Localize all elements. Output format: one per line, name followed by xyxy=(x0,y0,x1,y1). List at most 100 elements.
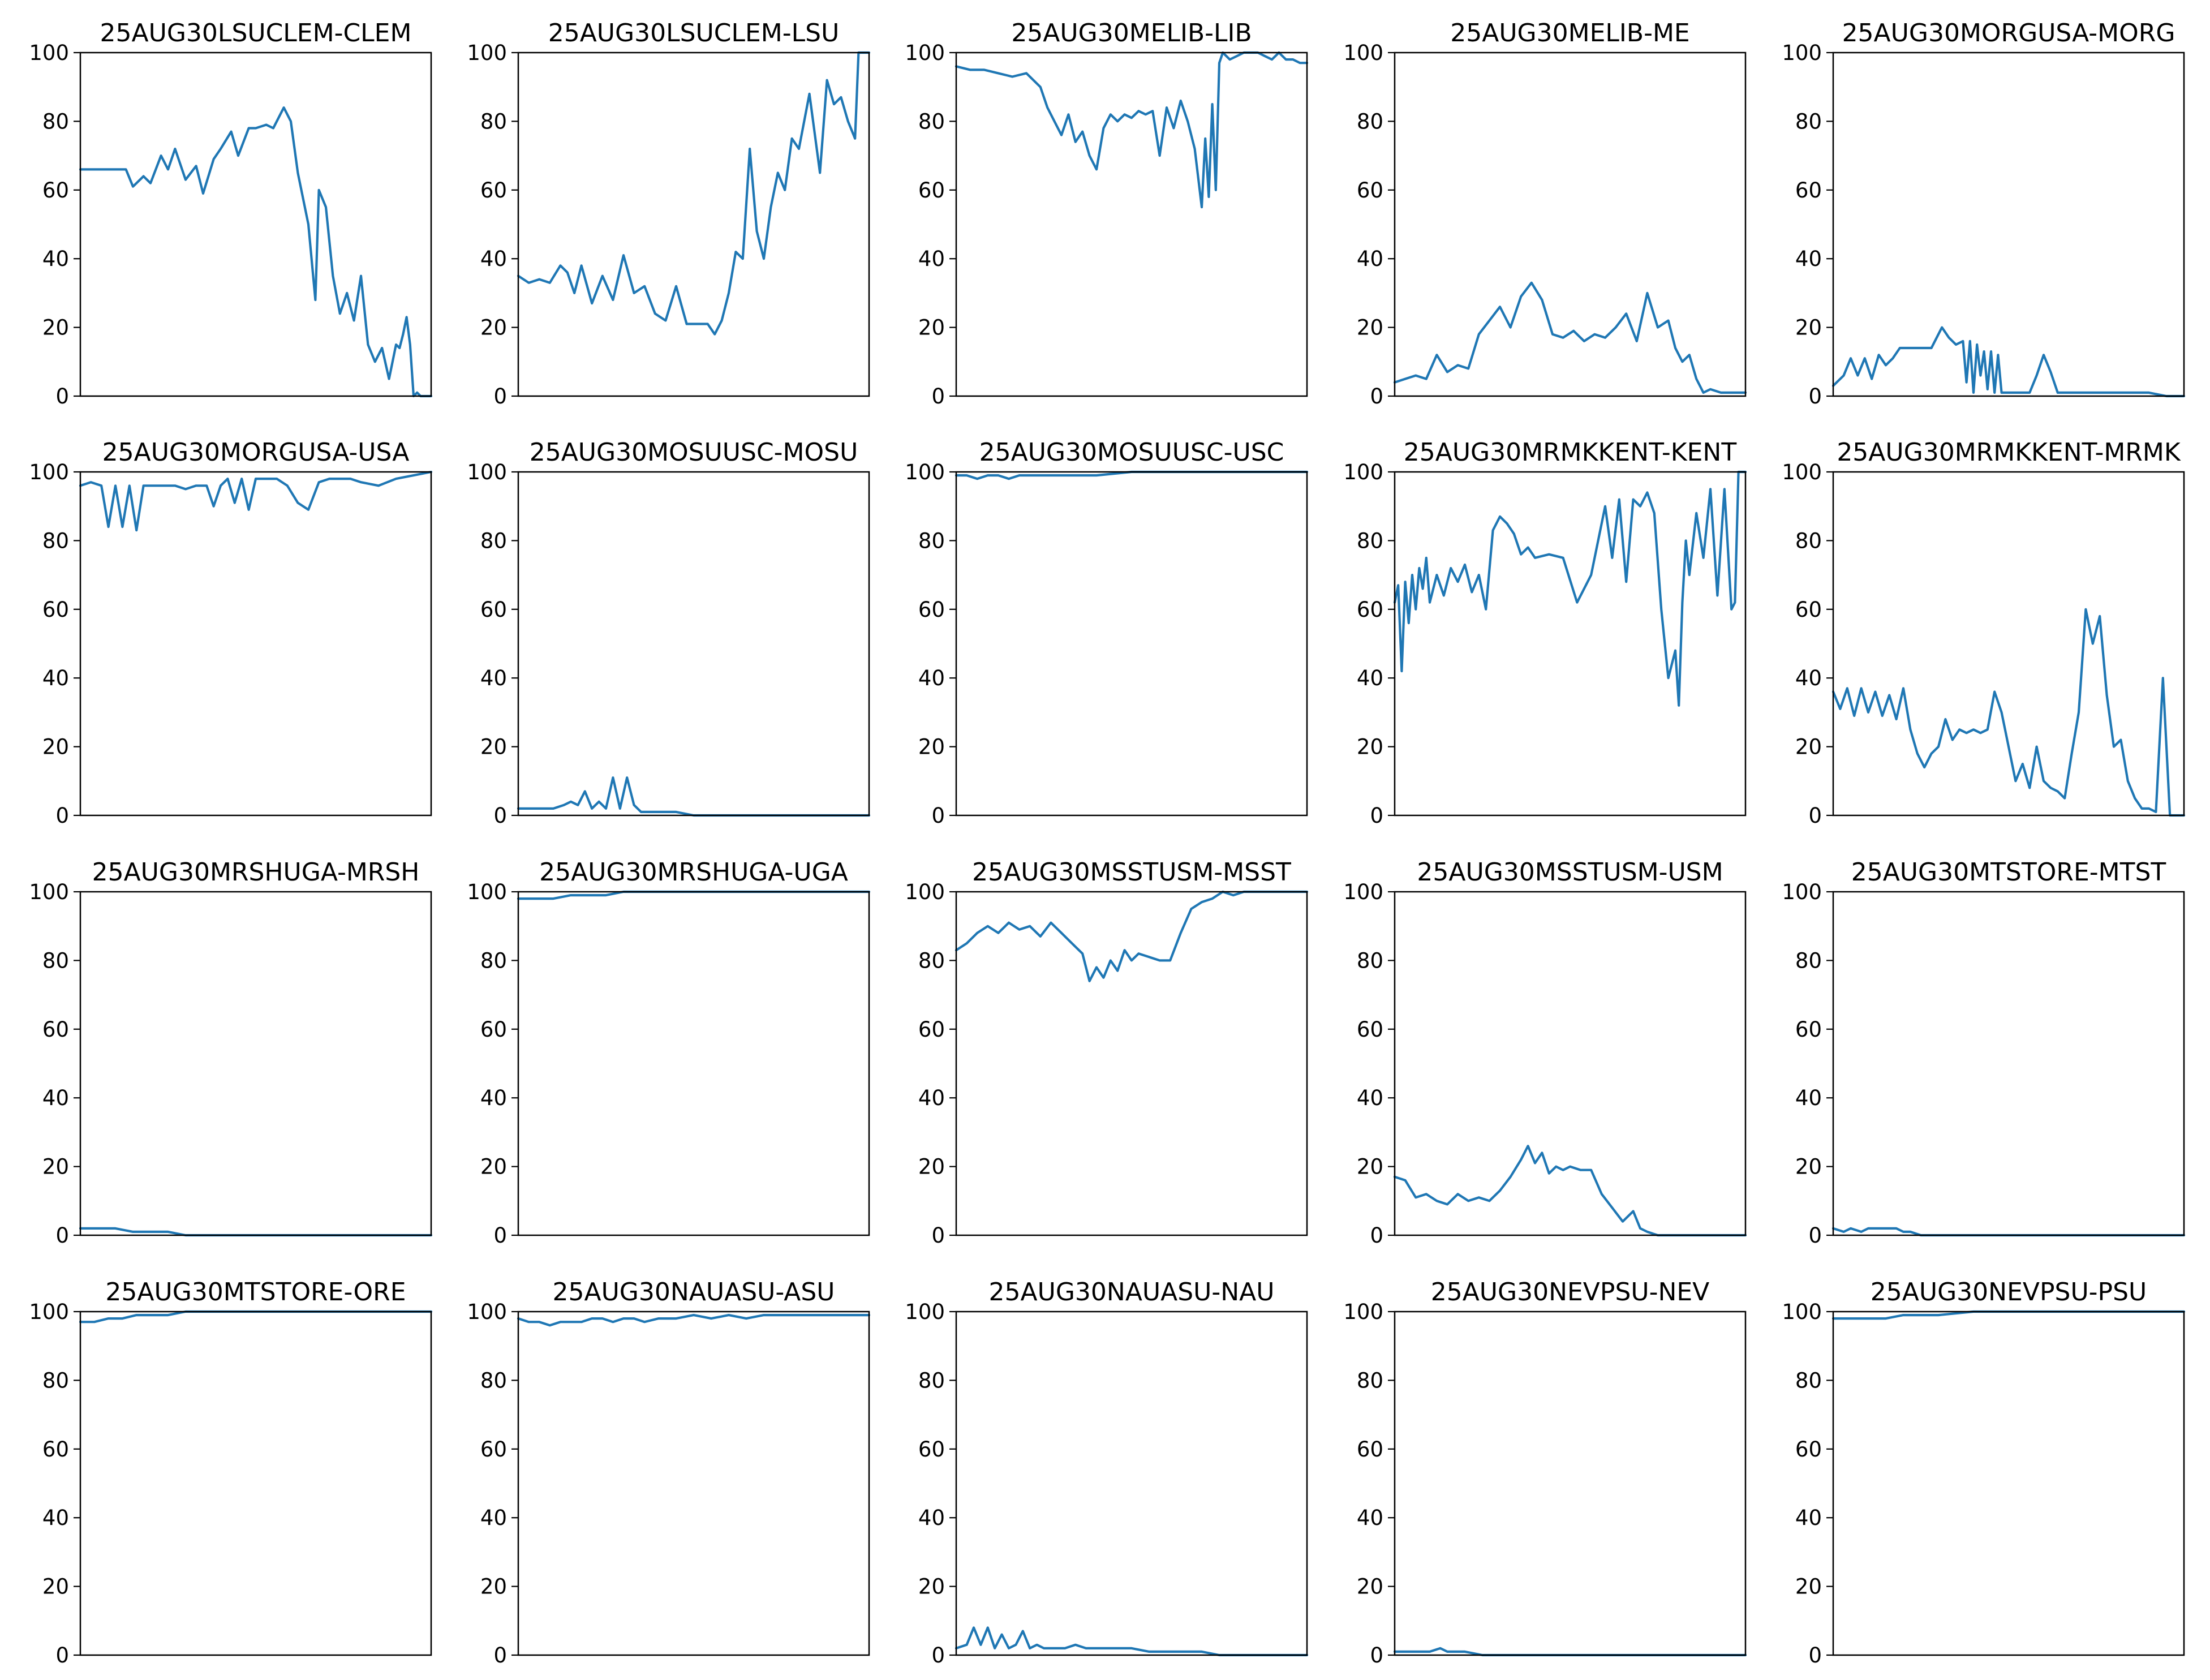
y-tick-label: 40 xyxy=(918,1086,945,1110)
axes-frame xyxy=(1394,51,1747,397)
y-tick-label: 40 xyxy=(42,1086,69,1110)
chart-panel: 25AUG30MSSTUSM-MSST 0 20 40 60 80 100 xyxy=(905,858,1309,1248)
y-tick-label: 0 xyxy=(55,1223,69,1248)
series-line xyxy=(1393,1647,1747,1657)
y-tick-label: 0 xyxy=(55,804,69,828)
y-tick-label: 0 xyxy=(1808,804,1822,828)
chart-title: 25AUG30MOSUUSC-MOSU xyxy=(530,438,858,467)
y-tick-label: 20 xyxy=(1795,735,1822,759)
y-tick-label: 100 xyxy=(1343,41,1383,65)
y-tick-label: 20 xyxy=(1357,1155,1383,1179)
y-tick-label: 60 xyxy=(42,1437,69,1462)
y-tick-label: 100 xyxy=(1343,880,1383,904)
y-tick-label: 20 xyxy=(918,735,945,759)
series-line xyxy=(1393,470,1747,707)
y-tick-label: 20 xyxy=(1357,316,1383,340)
y-tick-label: 20 xyxy=(918,1575,945,1599)
chart-panel: 25AUG30MRSHUGA-UGA 0 20 40 60 80 100 xyxy=(467,858,871,1248)
y-tick-label: 0 xyxy=(55,1643,69,1668)
chart-panel: 25AUG30LSUCLEM-CLEM 0 20 40 60 80 100 xyxy=(29,19,433,409)
axes-frame xyxy=(1832,1311,2185,1656)
axes-frame xyxy=(79,471,432,817)
chart-title: 25AUG30MORGUSA-MORG xyxy=(1842,19,2175,48)
y-tick-label: 80 xyxy=(480,109,507,134)
y-tick-label: 60 xyxy=(42,598,69,622)
chart-panel: 25AUG30MRMKKENT-KENT 0 20 40 60 80 100 xyxy=(1343,438,1747,828)
y-tick-label: 80 xyxy=(42,1368,69,1393)
y-tick-label: 0 xyxy=(55,384,69,409)
chart-panel: 25AUG30NEVPSU-PSU 0 20 40 60 80 100 xyxy=(1782,1278,2186,1668)
y-tick-label: 0 xyxy=(1808,1223,1822,1248)
series-line xyxy=(1831,326,2186,398)
y-tick-label: 100 xyxy=(905,1300,945,1324)
y-tick-label: 0 xyxy=(493,384,507,409)
axes-frame xyxy=(955,1311,1308,1656)
y-tick-label: 20 xyxy=(480,735,507,759)
chart-title: 25AUG30NEVPSU-PSU xyxy=(1871,1278,2147,1307)
y-tick-label: 80 xyxy=(42,529,69,553)
y-tick-label: 100 xyxy=(467,460,507,484)
y-tick-label: 20 xyxy=(42,1575,69,1599)
series-line xyxy=(1831,1227,2186,1237)
chart-panel: 25AUG30MELIB-LIB 0 20 40 60 80 100 xyxy=(905,19,1309,409)
chart-title: 25AUG30MOSUUSC-USC xyxy=(979,438,1284,467)
y-tick-label: 60 xyxy=(480,1017,507,1042)
y-tick-label: 0 xyxy=(931,1643,945,1668)
chart-title: 25AUG30MTSTORE-MTST xyxy=(1851,858,2166,887)
chart-title: 25AUG30MSSTUSM-USM xyxy=(1417,858,1723,887)
axes-frame xyxy=(1394,471,1747,817)
y-tick-label: 100 xyxy=(467,880,507,904)
y-tick-label: 80 xyxy=(918,529,945,553)
y-tick-label: 60 xyxy=(480,178,507,203)
chart-title: 25AUG30NEVPSU-NEV xyxy=(1431,1278,1710,1307)
y-tick-label: 40 xyxy=(42,666,69,690)
y-tick-label: 100 xyxy=(1782,1300,1822,1324)
y-tick-label: 80 xyxy=(1795,529,1822,553)
y-tick-label: 60 xyxy=(1795,1437,1822,1462)
chart-panel: 25AUG30MELIB-ME 0 20 40 60 80 100 xyxy=(1343,19,1747,409)
y-tick-label: 40 xyxy=(1795,247,1822,271)
y-tick-label: 100 xyxy=(29,41,69,65)
chart-title: 25AUG30MRSHUGA-MRSH xyxy=(92,858,420,887)
y-tick-label: 60 xyxy=(1357,1437,1383,1462)
chart-panel: 25AUG30NAUASU-ASU 0 20 40 60 80 100 xyxy=(467,1278,871,1668)
y-tick-label: 40 xyxy=(42,1506,69,1530)
y-tick-label: 40 xyxy=(480,1506,507,1530)
y-tick-label: 40 xyxy=(1357,1086,1383,1110)
y-tick-label: 80 xyxy=(918,1368,945,1393)
y-tick-label: 80 xyxy=(1795,1368,1822,1393)
y-tick-label: 0 xyxy=(493,1643,507,1668)
y-tick-label: 20 xyxy=(42,316,69,340)
axes-frame xyxy=(1394,891,1747,1236)
y-tick-label: 60 xyxy=(42,178,69,203)
y-tick-label: 0 xyxy=(931,384,945,409)
series-line xyxy=(517,776,871,817)
y-tick-label: 80 xyxy=(480,1368,507,1393)
y-tick-label: 0 xyxy=(493,804,507,828)
chart-title: 25AUG30NAUASU-ASU xyxy=(553,1278,835,1307)
y-tick-label: 20 xyxy=(480,1155,507,1179)
y-tick-label: 60 xyxy=(480,598,507,622)
axes-frame xyxy=(1832,471,2185,817)
series-line xyxy=(954,51,1309,209)
y-tick-label: 60 xyxy=(1795,598,1822,622)
series-line xyxy=(1393,1145,1747,1237)
y-tick-label: 100 xyxy=(905,460,945,484)
y-tick-label: 60 xyxy=(918,178,945,203)
chart-title: 25AUG30MRMKKENT-MRMK xyxy=(1837,438,2181,467)
chart-title: 25AUG30MSSTUSM-MSST xyxy=(972,858,1291,887)
chart-title: 25AUG30LSUCLEM-LSU xyxy=(548,19,840,48)
y-tick-label: 100 xyxy=(1782,880,1822,904)
chart-title: 25AUG30MELIB-ME xyxy=(1450,19,1689,48)
y-tick-label: 20 xyxy=(480,316,507,340)
y-tick-label: 20 xyxy=(42,1155,69,1179)
y-tick-label: 100 xyxy=(1343,1300,1383,1324)
y-tick-label: 60 xyxy=(918,598,945,622)
y-tick-label: 0 xyxy=(1370,1643,1383,1668)
y-tick-label: 40 xyxy=(918,1506,945,1530)
series-line xyxy=(517,890,871,900)
y-tick-label: 100 xyxy=(29,1300,69,1324)
series-line xyxy=(79,470,433,532)
y-tick-label: 20 xyxy=(1357,735,1383,759)
